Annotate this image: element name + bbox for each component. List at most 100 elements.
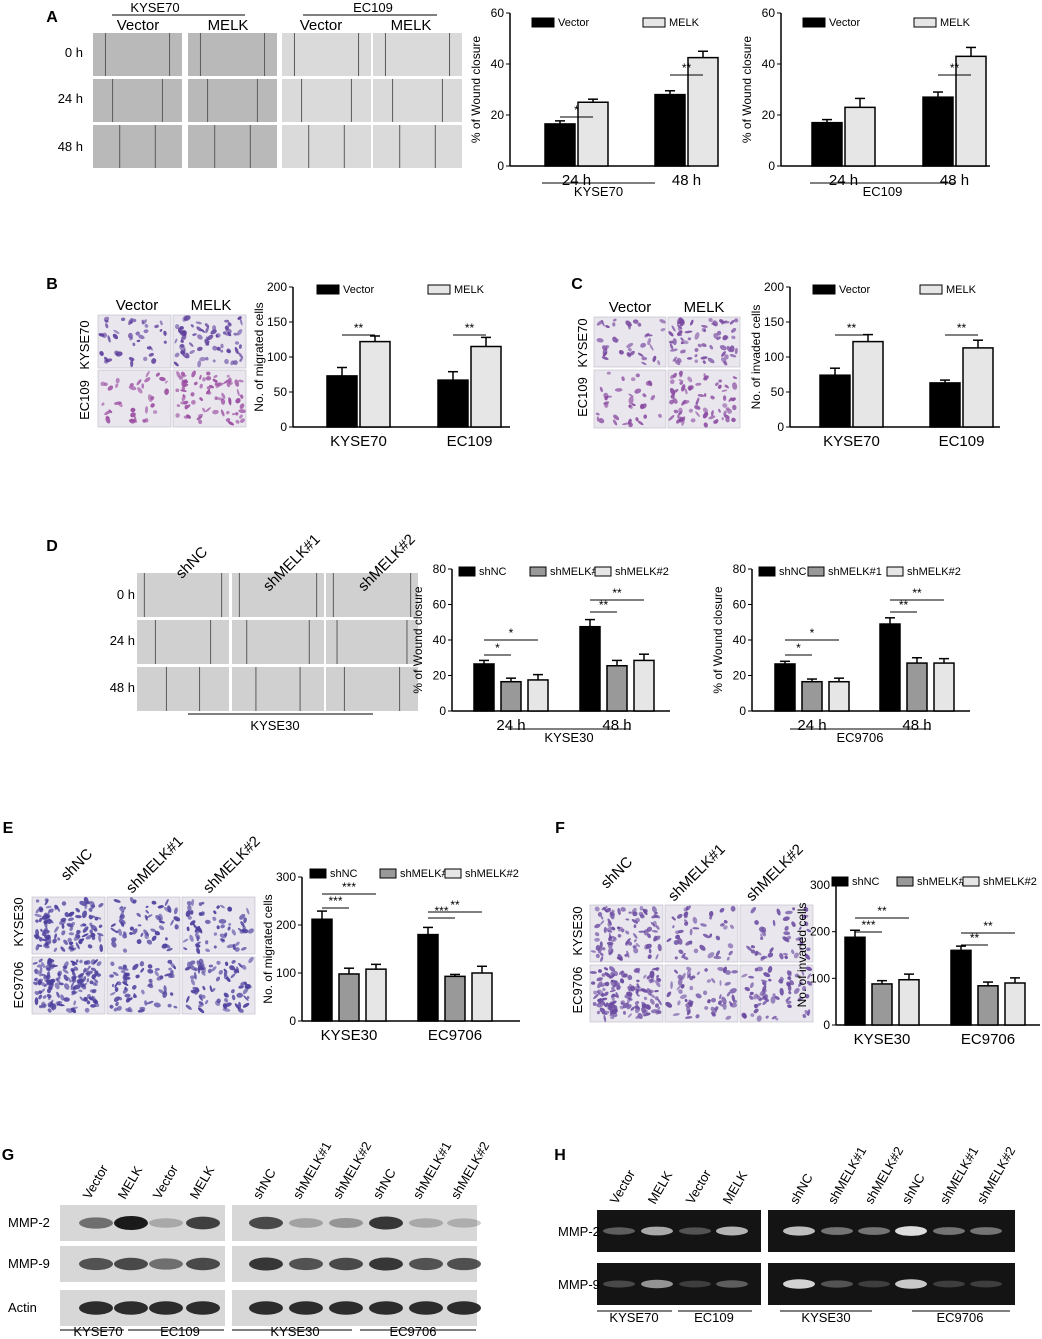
stained-cell [666, 938, 672, 943]
stained-cell [236, 966, 240, 974]
significance-marker: ** [950, 61, 960, 75]
bar-vector [929, 382, 961, 428]
stained-cell [594, 923, 601, 929]
stained-cell [741, 1012, 747, 1018]
stained-cell [610, 939, 615, 942]
stained-cell [57, 970, 62, 977]
stained-cell [724, 354, 729, 360]
stained-cell [206, 390, 212, 395]
stained-cell [146, 914, 153, 919]
bar-melk [955, 55, 987, 167]
stained-cell [242, 1002, 250, 1008]
stained-cell [35, 919, 39, 923]
stained-cell [240, 394, 244, 399]
bar-shmelk-1 [801, 680, 823, 712]
stained-cell [131, 318, 137, 323]
micrograph-frame [589, 964, 664, 1023]
stained-cell [175, 413, 180, 418]
stained-cell [241, 964, 247, 970]
y-axis-label: No. of migrated cells [261, 894, 275, 1003]
stained-cell [124, 993, 131, 998]
stained-cell [202, 377, 206, 382]
stained-cell [120, 970, 126, 973]
stained-cell [226, 348, 231, 353]
stained-cell [631, 403, 636, 407]
stained-cell [721, 351, 726, 357]
protein-band [114, 1301, 148, 1315]
stained-cell [774, 995, 780, 1000]
stained-cell [115, 930, 119, 933]
protein-band [369, 1216, 403, 1230]
stained-cell [729, 1003, 738, 1008]
stained-cell [71, 975, 76, 980]
stained-cell [721, 320, 727, 325]
stained-cell [650, 922, 655, 926]
stained-cell [238, 352, 244, 359]
stained-cell [83, 982, 87, 987]
stained-cell [616, 985, 621, 990]
stained-cell [151, 935, 157, 941]
stained-cell [679, 374, 683, 378]
stained-cell [645, 1004, 651, 1010]
stained-cell [685, 940, 693, 946]
bar-vector [544, 123, 576, 167]
stained-cell [176, 371, 181, 379]
bar-chart-d1: 0 20 40 60 80 % of Wound closure 24 h 48 h shNC s… [411, 562, 670, 745]
legend-swatch [758, 566, 776, 577]
stained-cell [82, 976, 87, 982]
stained-cell [702, 990, 708, 996]
stained-cell [641, 361, 647, 365]
stained-cell [216, 998, 221, 1004]
stained-cell [230, 360, 235, 366]
stained-cell [98, 916, 102, 920]
stained-cell [704, 968, 708, 972]
stained-cell [146, 939, 153, 945]
bar-shmelk-1 [338, 973, 360, 1022]
stained-cell [757, 952, 762, 956]
y-tick-label: 200 [810, 925, 830, 939]
stained-cell [183, 947, 188, 951]
stained-cell [81, 910, 88, 919]
stained-cell [213, 910, 217, 915]
stained-cell [192, 333, 197, 336]
micrograph-frame [593, 316, 667, 368]
wound-healing-image [232, 620, 324, 664]
stained-cell [601, 947, 606, 951]
condition-label: MELK [208, 17, 249, 34]
stained-cell [606, 371, 611, 375]
stained-cell [205, 376, 212, 381]
significance-marker: ** [354, 321, 364, 335]
stained-cell [697, 394, 705, 397]
stained-cell [678, 989, 683, 994]
stained-cell [35, 899, 40, 903]
stained-cell [130, 412, 136, 418]
stained-cell [134, 415, 137, 423]
transwell-image [97, 314, 172, 369]
wound-healing-image [326, 620, 418, 664]
bar-melk [577, 101, 609, 167]
stained-cell [86, 993, 91, 999]
stained-cell [89, 989, 95, 993]
stained-cell [207, 334, 214, 341]
stained-cell [640, 342, 647, 348]
y-tick-label: 80 [733, 562, 747, 576]
stained-cell [197, 334, 203, 340]
stained-cell [689, 928, 693, 936]
stained-cell [236, 992, 243, 998]
stained-cell [677, 412, 680, 419]
stained-cell [669, 379, 675, 385]
micrograph-frame [97, 369, 172, 428]
stained-cell [141, 989, 145, 995]
stained-cell [612, 318, 617, 322]
stained-cell [144, 323, 149, 328]
stained-cell [749, 991, 754, 996]
stained-cell [641, 1009, 648, 1015]
stained-cell [782, 936, 789, 942]
stained-cell [197, 360, 202, 368]
stained-cell [595, 944, 601, 951]
stained-cell [239, 403, 245, 410]
stained-cell [602, 351, 608, 357]
stained-cell [75, 942, 80, 950]
protein-band [289, 1301, 323, 1315]
bar-chart-a2: 0 20 40 60 % of Wound closure 24 h 48 h Vector M… [740, 6, 990, 199]
